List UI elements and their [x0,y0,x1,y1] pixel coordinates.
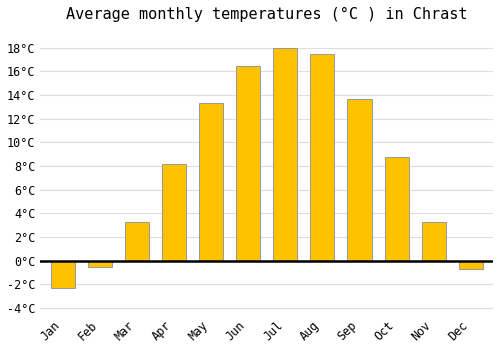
Bar [310,54,334,261]
Bar [88,261,112,267]
Bar [273,48,297,261]
Bar [236,65,260,261]
Bar [124,222,149,261]
Bar [458,261,483,269]
Bar [50,261,74,288]
Title: Average monthly temperatures (°C ) in Chrast: Average monthly temperatures (°C ) in Ch… [66,7,468,22]
Bar [348,99,372,261]
Bar [384,156,408,261]
Bar [162,164,186,261]
Bar [199,103,223,261]
Bar [422,222,446,261]
